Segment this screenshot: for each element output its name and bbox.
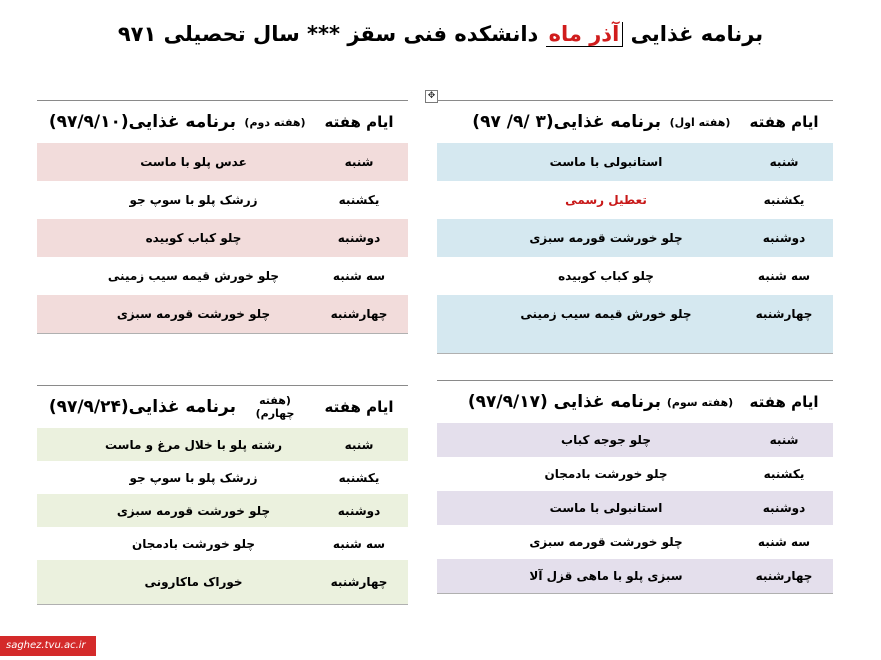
- food-cell: زرشک پلو با سوپ جو: [129, 193, 258, 207]
- day-cell: دوشنبه: [337, 503, 381, 518]
- day-cell: شنبه: [769, 433, 799, 447]
- day-cell: سه شنبه: [757, 269, 811, 283]
- food-cell: رشته پلو با خلال مرغ و ماست: [104, 437, 283, 452]
- table-row: چهارشنبه سبزی پلو با ماهی قزل آلا: [437, 559, 833, 594]
- table-row: سه شنبه چلو خورش قیمه سیب زمینی: [37, 257, 408, 295]
- table-row: چهارشنبه خوراک ماکارونی: [37, 560, 408, 605]
- week-tag: (هفته اول): [669, 115, 731, 129]
- day-cell: دوشنبه: [762, 231, 806, 245]
- week-3-table: ایام هفته (هفته سوم) برنامه غذایی (۹۷/۹/…: [437, 380, 833, 594]
- column-header-days: ایام هفته: [324, 113, 394, 131]
- day-cell: چهارشنبه: [330, 307, 388, 321]
- table-row: شنبه رشته پلو با خلال مرغ و ماست: [37, 428, 408, 461]
- table-row: سه شنبه چلو خورشت قورمه سبزی: [437, 525, 833, 559]
- day-cell: یکشنبه: [763, 467, 805, 481]
- column-header-days: ایام هفته: [324, 398, 394, 416]
- title-month: آذر ماه: [545, 22, 624, 47]
- table-move-handle-icon[interactable]: ✥: [425, 90, 438, 103]
- holiday-cell: تعطیل رسمی: [565, 193, 647, 207]
- table-row: شنبه استانبولی با ماست: [437, 143, 833, 181]
- week-title: برنامه غذایی (۹۷/۹/۱۷): [467, 392, 661, 412]
- food-cell: چلو خورشت قورمه سبزی: [116, 503, 271, 518]
- food-cell: چلو خورشت قورمه سبزی: [529, 231, 683, 245]
- week-tag: (هفته دوم): [244, 115, 306, 129]
- week-4-table: ایام هفته (هفته چهارم) برنامه غذایی(۹۷/۹…: [37, 385, 408, 605]
- table-row: یکشنبه زرشک پلو با سوپ جو: [37, 181, 408, 219]
- food-cell: خوراک ماکارونی: [144, 575, 243, 589]
- day-cell: چهارشنبه: [755, 307, 813, 321]
- table-row: شنبه عدس پلو با ماست: [37, 143, 408, 181]
- day-cell: چهارشنبه: [755, 569, 813, 583]
- week-header: ایام هفته (هفته اول) برنامه غذایی(۳ /۹/ …: [437, 100, 833, 143]
- food-cell: سبزی پلو با ماهی قزل آلا: [529, 569, 683, 583]
- day-cell: شنبه: [344, 437, 374, 452]
- food-cell: چلو خورش قیمه سیب زمینی: [107, 269, 280, 283]
- day-cell: شنبه: [344, 155, 374, 169]
- day-cell: شنبه: [769, 155, 799, 169]
- table-row-empty: [437, 333, 833, 354]
- table-row: چهارشنبه چلو خورش قیمه سیب زمینی: [437, 295, 833, 333]
- day-cell: سه شنبه: [332, 536, 386, 551]
- food-cell: چلو خورشت قورمه سبزی: [529, 535, 683, 549]
- table-row: یکشنبه چلو خورشت بادمجان: [437, 457, 833, 491]
- week-title: برنامه غذایی(۳ /۹/ ۹۷): [472, 112, 661, 132]
- food-cell: چلو کباب کوبیده: [145, 231, 242, 245]
- food-cell: استانبولی با ماست: [549, 155, 663, 169]
- week-header: ایام هفته (هفته سوم) برنامه غذایی (۹۷/۹/…: [437, 380, 833, 423]
- food-cell: استانبولی با ماست: [549, 501, 663, 515]
- week-2-table: ایام هفته (هفته دوم) برنامه غذایی(۹۷/۹/۱…: [37, 100, 408, 334]
- day-cell: سه شنبه: [332, 269, 386, 283]
- food-cell: چلو خورشت بادمجان: [544, 467, 668, 481]
- day-cell: یکشنبه: [338, 470, 380, 485]
- week-header: ایام هفته (هفته چهارم) برنامه غذایی(۹۷/۹…: [37, 385, 408, 428]
- title-prefix: برنامه غذایی: [630, 22, 764, 46]
- table-row: یکشنبه تعطیل رسمی: [437, 181, 833, 219]
- day-cell: دوشنبه: [762, 501, 806, 515]
- table-row: دوشنبه چلو کباب کوبیده: [37, 219, 408, 257]
- table-row: چهارشنبه چلو خورشت قورمه سبزی: [37, 295, 408, 334]
- title-suffix: دانشکده فنی سقز *** سال تحصیلی ۹۷۱: [117, 22, 539, 46]
- column-header-days: ایام هفته: [749, 113, 819, 131]
- table-row: یکشنبه زرشک پلو با سوپ جو: [37, 461, 408, 494]
- week-title: برنامه غذایی(۹۷/۹/۲۴): [48, 397, 236, 417]
- table-row: سه شنبه چلو خورشت بادمجان: [37, 527, 408, 560]
- site-url-label[interactable]: saghez.tvu.ac.ir: [0, 636, 96, 656]
- food-cell: چلو خورش قیمه سیب زمینی: [520, 307, 692, 321]
- table-row: سه شنبه چلو کباب کوبیده: [437, 257, 833, 295]
- page-title: برنامه غذایی آذر ماه دانشکده فنی سقز ***…: [0, 22, 881, 47]
- week-1-table: ایام هفته (هفته اول) برنامه غذایی(۳ /۹/ …: [437, 100, 833, 354]
- week-tag: (هفته چهارم): [255, 394, 295, 420]
- table-row: دوشنبه چلو خورشت قورمه سبزی: [437, 219, 833, 257]
- food-cell: عدس پلو با ماست: [140, 155, 247, 169]
- food-cell: چلو خورشت بادمجان: [131, 536, 255, 551]
- week-header: ایام هفته (هفته دوم) برنامه غذایی(۹۷/۹/۱…: [37, 100, 408, 143]
- food-cell: چلو کباب کوبیده: [558, 269, 654, 283]
- food-cell: زرشک پلو با سوپ جو: [129, 470, 258, 485]
- table-row: دوشنبه چلو خورشت قورمه سبزی: [37, 494, 408, 527]
- day-cell: یکشنبه: [338, 193, 380, 207]
- column-header-days: ایام هفته: [749, 393, 819, 411]
- table-row: دوشنبه استانبولی با ماست: [437, 491, 833, 525]
- day-cell: سه شنبه: [757, 535, 811, 549]
- food-cell: چلو خورشت قورمه سبزی: [116, 307, 271, 321]
- food-cell: چلو جوجه کباب: [561, 433, 651, 447]
- week-tag: (هفته سوم): [666, 395, 734, 409]
- day-cell: دوشنبه: [337, 231, 381, 245]
- day-cell: چهارشنبه: [330, 575, 388, 589]
- table-row: شنبه چلو جوجه کباب: [437, 423, 833, 457]
- day-cell: یکشنبه: [763, 193, 805, 207]
- week-title: برنامه غذایی(۹۷/۹/۱۰): [48, 112, 236, 132]
